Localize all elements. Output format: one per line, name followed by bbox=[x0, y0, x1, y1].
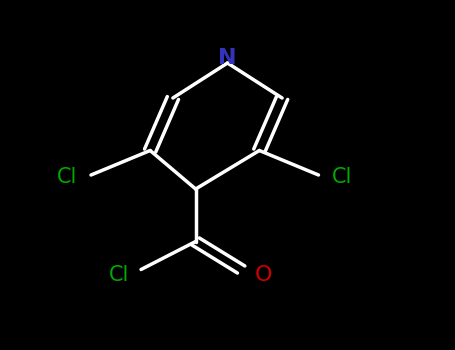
Text: O: O bbox=[255, 265, 272, 285]
Text: Cl: Cl bbox=[332, 167, 353, 187]
Text: N: N bbox=[218, 48, 237, 68]
Text: Cl: Cl bbox=[109, 265, 130, 285]
Text: Cl: Cl bbox=[57, 167, 77, 187]
